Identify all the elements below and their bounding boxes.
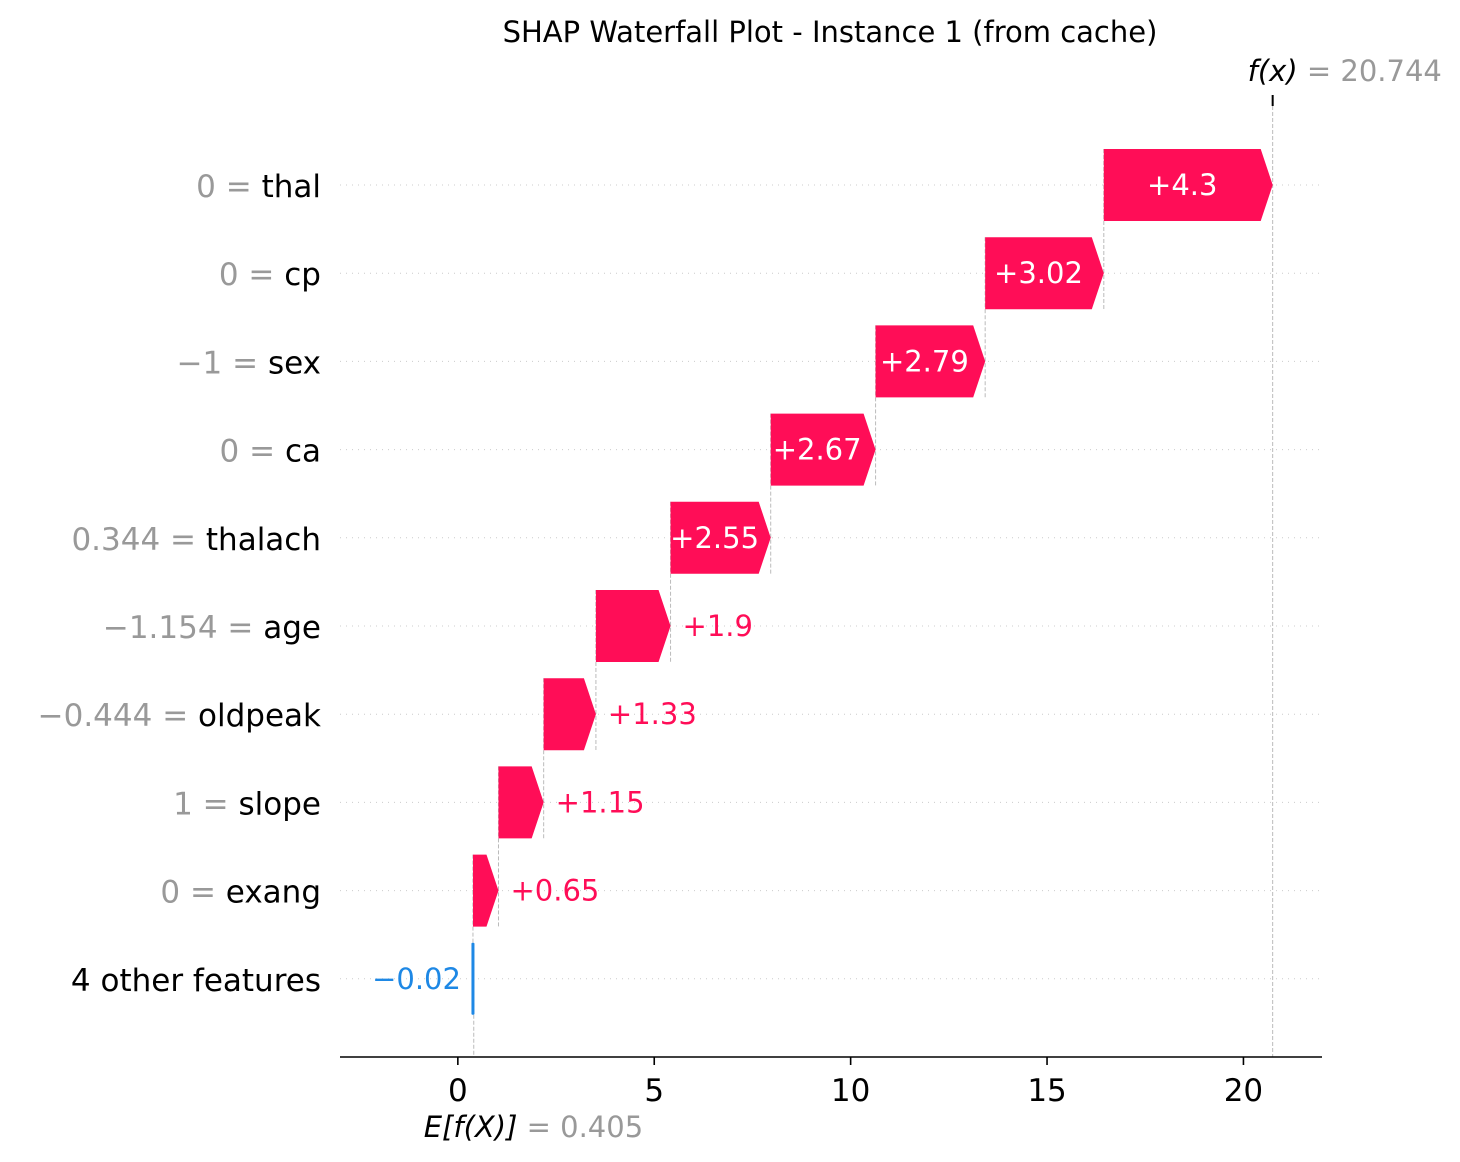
base-value: = 0.405: [517, 1110, 643, 1144]
shap-bar: [985, 237, 1104, 310]
feature-label: 0 = thal: [196, 169, 321, 205]
feature-value: 0 =: [220, 434, 285, 470]
feature-name: 4 other features: [71, 963, 321, 999]
feature-value: 0.344 =: [71, 522, 205, 558]
feature-name: thal: [262, 169, 321, 205]
feature-name: slope: [239, 786, 321, 822]
contribution-label: +1.33: [608, 697, 697, 731]
feature-value: 0 =: [160, 875, 225, 911]
shap-bar: [543, 678, 596, 751]
shap-bar: [1103, 149, 1273, 221]
shap-bar: [875, 325, 986, 398]
feature-label: 0 = ca: [220, 434, 321, 470]
contribution-label: +2.55: [670, 521, 759, 555]
feature-value: −1 =: [177, 345, 268, 381]
base-symbol: E[f(X)]: [424, 1110, 518, 1144]
base-value-label: E[f(X)] = 0.405: [424, 1110, 643, 1144]
shap-bar: [472, 854, 499, 927]
feature-label: −1.154 = age: [103, 610, 321, 646]
x-tick-label: 0: [448, 1073, 468, 1109]
chart-title: SHAP Waterfall Plot - Instance 1 (from c…: [503, 15, 1158, 49]
contribution-label: +2.67: [773, 433, 862, 467]
contribution-label: +2.79: [880, 344, 969, 378]
annotation-layer: f(x) = 20.744 E[f(X)] = 0.405: [424, 54, 1442, 1144]
shap-bar: [770, 413, 876, 486]
x-tick-label: 5: [644, 1073, 664, 1109]
shap-bar: [670, 501, 771, 574]
feature-label: 4 other features: [71, 963, 321, 999]
output-value: = 20.744: [1298, 54, 1442, 88]
contribution-label: +3.02: [994, 256, 1083, 290]
feature-name: oldpeak: [198, 698, 321, 734]
shap-bar: [498, 766, 544, 839]
feature-label: 0 = cp: [219, 257, 321, 293]
feature-value: −1.154 =: [103, 610, 263, 646]
contribution-label: +0.65: [510, 874, 599, 908]
feature-label: 0.344 = thalach: [71, 522, 321, 558]
output-value-label: f(x) = 20.744: [1248, 54, 1442, 88]
shap-bar: [471, 942, 475, 1015]
feature-value: −0.444 =: [38, 698, 198, 734]
feature-name: thalach: [206, 522, 321, 558]
x-tick-label: 15: [1027, 1073, 1066, 1109]
feature-value: 0 =: [219, 257, 284, 293]
x-axis: 0 5 10 15 20: [340, 1056, 1322, 1109]
feature-label: −1 = sex: [177, 345, 321, 381]
contribution-label: −0.02: [372, 962, 461, 996]
feature-name: cp: [284, 257, 321, 293]
bar-layer: +4.3 +3.02 +2.79 +2.67 +2.55 +1.9 +1.33 +1.15 +0…: [372, 149, 1273, 1015]
contribution-label: +1.9: [683, 609, 753, 643]
feature-name: sex: [268, 345, 321, 381]
output-symbol: f(x): [1248, 54, 1298, 88]
x-tick-label: 10: [831, 1073, 870, 1109]
feature-value: 0 =: [196, 169, 261, 205]
feature-value: 1 =: [173, 786, 238, 822]
contribution-label: +4.3: [1147, 168, 1217, 202]
feature-label: 1 = slope: [173, 786, 321, 822]
feature-label: 0 = exang: [160, 875, 321, 911]
contribution-label: +1.15: [556, 785, 645, 819]
feature-name: age: [263, 610, 321, 646]
feature-label: −0.444 = oldpeak: [38, 698, 321, 734]
x-tick-label: 20: [1224, 1073, 1263, 1109]
connector-layer: [472, 95, 1274, 1057]
feature-name: exang: [226, 875, 321, 911]
feature-name: ca: [285, 434, 321, 470]
shap-bar: [595, 590, 671, 662]
